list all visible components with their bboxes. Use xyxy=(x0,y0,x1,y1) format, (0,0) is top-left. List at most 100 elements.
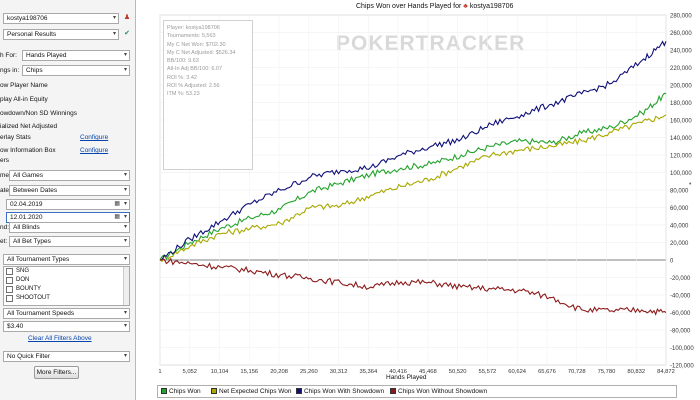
stat-line: Player: kostya198706 xyxy=(167,25,220,31)
amounts-select[interactable]: Chips ▾ xyxy=(22,65,130,76)
legend-swatch xyxy=(161,388,167,394)
tournament-types-value: All Tournament Types xyxy=(7,256,70,263)
legend-item[interactable]: Chips Won With Showdown xyxy=(296,388,384,396)
y-tick-label: 220,000 xyxy=(670,66,692,72)
x-tick-label: 20,208 xyxy=(270,369,288,375)
list-item[interactable]: SNG xyxy=(4,267,129,276)
list-item[interactable]: DON xyxy=(4,276,129,285)
x-tick-label: 10,104 xyxy=(211,369,230,375)
graph-for-select[interactable]: Hands Played ▾ xyxy=(22,50,130,61)
filters-heading: ers xyxy=(0,157,10,164)
chevron-down-icon: ▾ xyxy=(123,256,127,262)
legend-swatch xyxy=(211,388,217,394)
x-tick-label: 80,832 xyxy=(627,369,645,375)
report-select-value: Personal Results xyxy=(7,31,57,38)
x-tick-label: 35,364 xyxy=(359,369,378,375)
date-from-field[interactable]: 02.04.2019 ▦ ▾ xyxy=(6,199,130,210)
calendar-icon[interactable]: ▦ xyxy=(114,201,120,207)
option-showdown[interactable]: owdown/Non SD Winnings xyxy=(0,110,77,117)
legend-swatch xyxy=(390,388,396,394)
chevron-down-icon: ▾ xyxy=(123,201,127,207)
x-tick-label: 50,520 xyxy=(449,369,467,375)
checkbox[interactable] xyxy=(6,268,13,275)
checkbox[interactable] xyxy=(6,286,13,293)
tournament-speeds-select[interactable]: All Tournament Speeds ▾ xyxy=(3,308,130,319)
settings-icon[interactable]: • xyxy=(689,181,692,188)
list-item[interactable]: BOUNTY xyxy=(4,285,129,294)
legend-label: Chips Won xyxy=(169,388,201,395)
y-tick-label: -100,000 xyxy=(670,346,694,352)
list-item-label: DON xyxy=(16,277,30,283)
info-box-configure-link[interactable]: Configure xyxy=(80,147,109,154)
x-tick-label: 75,780 xyxy=(598,369,616,375)
player-select[interactable]: kostya198706 ▾ xyxy=(3,13,119,24)
blinds-label: nd: xyxy=(0,224,10,231)
stat-line: BB/100: 9.63 xyxy=(167,58,199,65)
bet-select[interactable]: All Bet Types ▾ xyxy=(9,236,130,247)
chevron-down-icon: ▾ xyxy=(123,214,127,220)
y-tick-label: -20,000 xyxy=(670,276,691,282)
buyin-select[interactable]: $3.40 ▾ xyxy=(3,321,130,332)
date-to-value: 12.01.2020 xyxy=(10,214,43,221)
y-tick-label: 40,000 xyxy=(670,223,689,229)
date-from-value: 02.04.2019 xyxy=(10,201,43,208)
y-tick-label: 0 xyxy=(670,258,674,264)
y-tick-label: -40,000 xyxy=(670,293,691,299)
chevron-down-icon: ▾ xyxy=(123,353,127,359)
scrollbar[interactable] xyxy=(123,267,129,305)
checkbox[interactable] xyxy=(6,295,13,302)
chevron-down-icon: ▾ xyxy=(112,15,116,21)
graph-for-value: Hands Played xyxy=(26,52,67,59)
x-tick-label: 15,156 xyxy=(240,369,258,375)
overlay-stats-label: erlay Stats xyxy=(0,134,31,141)
blinds-select[interactable]: All Blinds ▾ xyxy=(9,222,130,233)
legend-item[interactable]: Net Expected Chips Won xyxy=(211,388,292,396)
player-icon[interactable]: ♟ xyxy=(123,14,131,21)
list-item[interactable]: SHOOTOUT xyxy=(4,294,129,303)
chart-svg: 280,000260,000240,000220,000200,000180,0… xyxy=(158,13,694,375)
legend: Chips Won Net Expected Chips Won Chips W… xyxy=(157,385,677,398)
report-select[interactable]: Personal Results ▾ xyxy=(3,29,119,40)
x-axis-title: Hands Played xyxy=(386,374,427,381)
x-tick-label: 1 xyxy=(158,369,161,375)
y-tick-label: 120,000 xyxy=(670,153,692,159)
list-item-label: SHOOTOUT xyxy=(16,295,50,301)
tournament-types-list: SNG DON BOUNTY SHOOTOUT xyxy=(3,266,130,306)
check-icon[interactable]: ✔ xyxy=(124,30,130,37)
x-tick-label: 40,416 xyxy=(389,369,407,375)
stat-line: My C Net Won: $702.30 xyxy=(167,41,226,48)
x-tick-label: 45,468 xyxy=(419,369,437,375)
x-tick-label: 84,872 xyxy=(657,369,675,375)
y-tick-label: 160,000 xyxy=(670,118,692,124)
y-tick-label: -80,000 xyxy=(670,328,691,334)
amounts-label: ngs in: xyxy=(0,67,20,74)
calendar-icon[interactable]: ▦ xyxy=(114,214,120,220)
stat-line: My C Net Adjusted: $526.34 xyxy=(167,49,236,56)
date-select[interactable]: Between Dates ▾ xyxy=(9,185,130,196)
x-tick-label: 30,312 xyxy=(330,369,348,375)
overlay-stats-configure-link[interactable]: Configure xyxy=(80,134,109,141)
legend-item[interactable]: Chips Won Without Showdown xyxy=(390,388,487,396)
legend-label: Chips Won With Showdown xyxy=(304,388,385,395)
option-net-adjusted[interactable]: ialized Net Adjusted xyxy=(0,123,58,130)
legend-swatch xyxy=(296,388,302,394)
game-select[interactable]: All Games ▾ xyxy=(9,170,130,181)
legend-item[interactable]: Chips Won xyxy=(161,388,201,396)
more-filters-button[interactable]: More Filters... xyxy=(34,366,79,379)
series-line-3 xyxy=(159,257,667,316)
chart-area: Chips Won over Hands Played for ♣ kostya… xyxy=(136,0,700,400)
player-icon: ♣ xyxy=(463,3,468,10)
quick-filter-select[interactable]: No Quick Filter ▾ xyxy=(3,351,130,362)
option-allin-equity[interactable]: play All-in Equity xyxy=(0,96,48,103)
clear-filters-link[interactable]: Clear All Filters Above xyxy=(28,335,92,342)
x-tick-label: 55,572 xyxy=(479,369,497,375)
y-tick-label: 60,000 xyxy=(670,206,689,212)
stat-line: All-In Adj BB/100: 6.07 xyxy=(167,66,223,73)
amounts-value: Chips xyxy=(26,67,43,74)
stat-line: ROI % Adjusted: 2.56 xyxy=(167,83,220,90)
quick-filter-value: No Quick Filter xyxy=(7,353,50,360)
option-player-name[interactable]: ow Player Name xyxy=(0,82,48,89)
series-line-0 xyxy=(159,92,667,261)
tournament-types-select[interactable]: All Tournament Types ▾ xyxy=(3,254,130,265)
checkbox[interactable] xyxy=(6,277,13,284)
